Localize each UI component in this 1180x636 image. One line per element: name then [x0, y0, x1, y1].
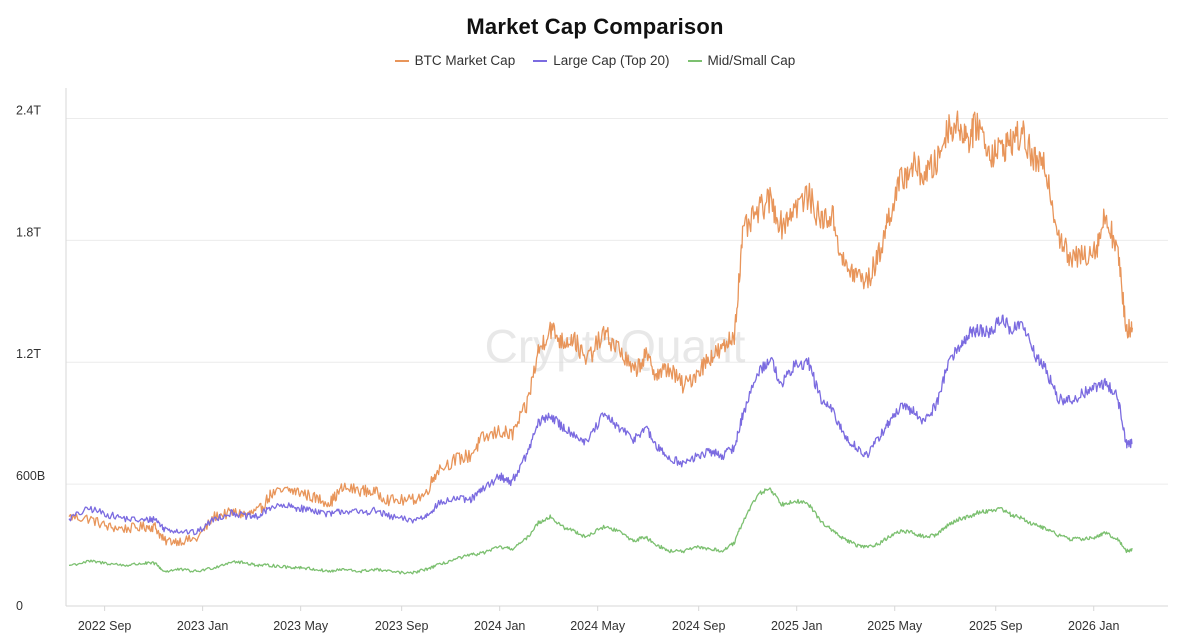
legend-label-mid-small-cap: Mid/Small Cap — [707, 53, 796, 68]
watermark: CryptoQuant — [485, 320, 746, 372]
x-tick-label: 2024 Jan — [474, 619, 525, 633]
y-tick-label: 1.8T — [16, 225, 41, 239]
chart-legend: BTC Market Cap Large Cap (Top 20) Mid/Sm… — [0, 53, 1180, 68]
x-tick-label: 2023 Jan — [177, 619, 228, 633]
y-tick-label: 2.4T — [16, 103, 41, 117]
legend-label-large-cap: Large Cap (Top 20) — [553, 53, 670, 68]
y-tick-label: 0 — [16, 599, 23, 613]
axis-layer: 0 600B 1.2T 1.8T 2.4T 2022 Sep 2023 Jan 2023 Ma… — [16, 88, 1168, 633]
series-line-large-cap-top-20 — [68, 314, 1133, 536]
x-tick-label: 2024 May — [570, 619, 626, 633]
legend-item-large-cap[interactable]: Large Cap (Top 20) — [533, 53, 670, 68]
x-tick-label: 2025 Jan — [771, 619, 822, 633]
legend-label-btc: BTC Market Cap — [414, 53, 516, 68]
legend-item-mid-small-cap[interactable]: Mid/Small Cap — [687, 53, 796, 68]
legend-swatch-large-cap — [533, 59, 548, 62]
x-tick-label: 2024 Sep — [672, 619, 726, 633]
x-tick-label: 2025 Sep — [969, 619, 1023, 633]
chart-title: Market Cap Comparison — [466, 14, 724, 39]
y-tick-label: 1.2T — [16, 347, 41, 361]
x-tick-label: 2022 Sep — [78, 619, 132, 633]
legend-swatch-mid-small-cap — [687, 59, 702, 62]
legend-item-btc[interactable]: BTC Market Cap — [394, 53, 516, 68]
x-tick-label: 2026 Jan — [1068, 619, 1119, 633]
x-tick-label: 2023 May — [273, 619, 329, 633]
x-tick-label: 2025 May — [867, 619, 923, 633]
y-tick-label: 600B — [16, 469, 45, 483]
x-tick-label: 2023 Sep — [375, 619, 429, 633]
series-line-btc-market-cap — [68, 110, 1134, 547]
series-layer — [68, 110, 1134, 575]
series-line-mid-small-cap — [68, 487, 1133, 575]
grid-layer — [66, 117, 1168, 485]
legend-swatch-btc — [394, 59, 409, 62]
